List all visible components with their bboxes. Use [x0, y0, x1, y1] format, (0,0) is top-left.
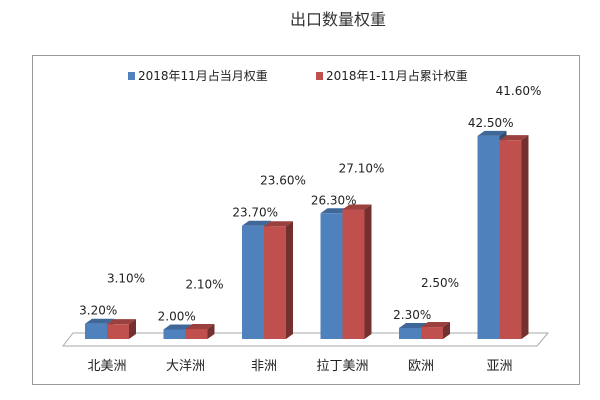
- bar-1: [163, 329, 186, 339]
- legend-swatch-2: [316, 72, 323, 80]
- category-label: 拉丁美洲: [316, 359, 368, 374]
- bar-top-2: [499, 135, 529, 141]
- bar-top-1: [163, 324, 193, 330]
- data-label-series-1: 3.20%: [79, 304, 117, 318]
- bar-2: [499, 140, 522, 339]
- bar-2: [185, 328, 208, 339]
- legend-label-2: 2018年1-11月占累计权重: [326, 68, 468, 83]
- bar-top-1: [477, 130, 507, 136]
- bar-1: [320, 213, 343, 339]
- chart-floor: [61, 332, 550, 347]
- bar-2: [342, 209, 365, 339]
- legend-swatch-1: [128, 72, 135, 80]
- bar-1: [399, 328, 421, 339]
- chart-frame: [32, 55, 580, 385]
- bar-top-1: [320, 208, 350, 214]
- bar-top-2: [107, 319, 136, 325]
- category-label: 非洲: [251, 359, 277, 374]
- chart-title: 出口数量权重: [290, 10, 387, 29]
- data-label-series-1: 2.30%: [393, 308, 431, 322]
- bar-side-2: [443, 322, 450, 339]
- data-label-series-1: 23.70%: [232, 206, 278, 220]
- bar-top-1: [242, 220, 271, 226]
- bar-top-2: [185, 323, 215, 329]
- bar-top-2: [264, 221, 293, 227]
- bar-top-1: [399, 323, 428, 329]
- data-label-series-1: 26.30%: [311, 193, 357, 207]
- bar-side-2: [286, 221, 293, 339]
- category-label: 大洋洲: [166, 359, 205, 374]
- data-label-series-1: 42.50%: [468, 116, 514, 130]
- bar-top-2: [421, 322, 450, 328]
- data-label-series-2: 2.10%: [185, 277, 223, 291]
- category-label: 北美洲: [87, 359, 126, 374]
- bar-side-2: [364, 204, 372, 339]
- data-label-series-2: 23.60%: [260, 174, 306, 188]
- data-label-series-2: 41.60%: [496, 84, 542, 98]
- bar-side-2: [129, 319, 136, 339]
- bar-1: [85, 323, 107, 339]
- bar-side-2: [207, 323, 215, 339]
- bar-side-2: [521, 135, 529, 339]
- bar-2: [264, 226, 286, 339]
- data-label-series-2: 3.10%: [107, 272, 145, 286]
- category-label: 欧洲: [408, 359, 434, 374]
- data-label-series-1: 2.00%: [158, 309, 196, 323]
- bar-1: [477, 135, 500, 339]
- bar-top-1: [85, 318, 114, 324]
- bar-top-2: [342, 204, 372, 210]
- category-label: 亚洲: [486, 359, 512, 374]
- bar-1: [242, 225, 264, 339]
- bar-2: [421, 327, 443, 339]
- data-label-series-2: 27.10%: [339, 161, 385, 175]
- legend-label-1: 2018年11月占当月权重: [138, 68, 268, 83]
- bar-2: [107, 324, 129, 339]
- data-label-series-2: 2.50%: [421, 276, 459, 290]
